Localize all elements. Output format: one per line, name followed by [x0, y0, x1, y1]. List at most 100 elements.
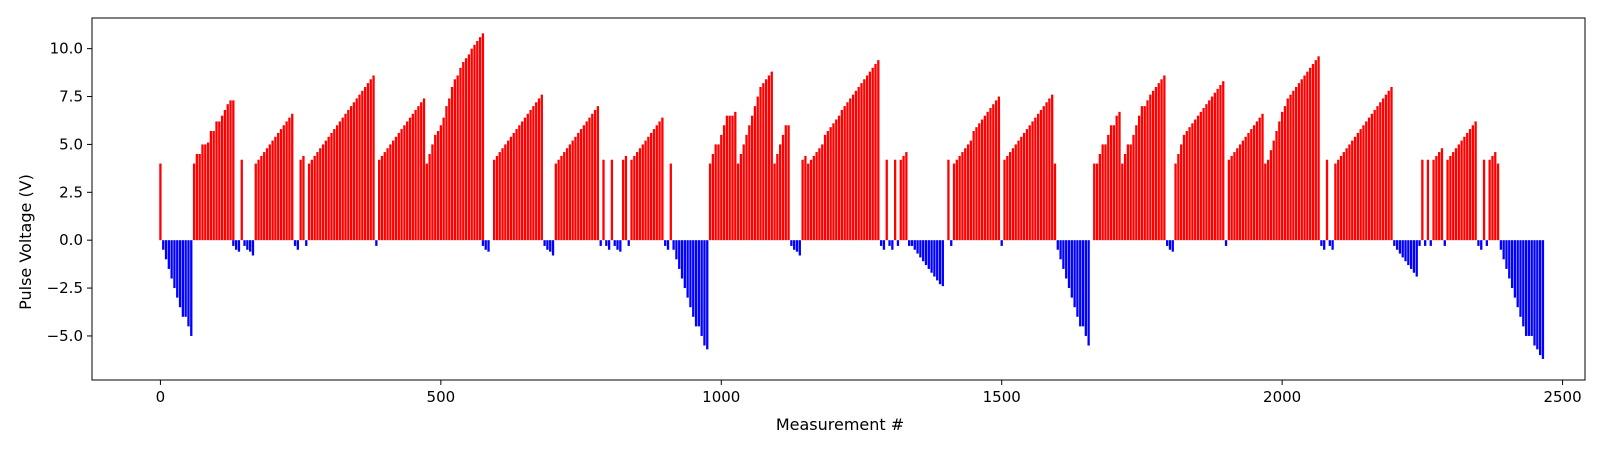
negative-pulse-bar [706, 240, 709, 350]
positive-pulse-bar [431, 144, 434, 241]
negative-pulse-bar [627, 240, 630, 246]
positive-pulse-bar [560, 155, 563, 241]
negative-pulse-bar [1538, 240, 1542, 356]
positive-pulse-bar [201, 144, 204, 241]
positive-pulse-bar [159, 163, 162, 241]
positive-pulse-bar [815, 152, 818, 241]
positive-pulse-bar [257, 159, 260, 241]
positive-pulse-bar [1126, 144, 1130, 241]
positive-pulse-bar [964, 148, 967, 241]
positive-pulse-bar [1053, 163, 1057, 241]
positive-pulse-bar [1194, 119, 1197, 241]
positive-pulse-bar [585, 121, 588, 241]
positive-pulse-bar [739, 153, 743, 241]
positive-pulse-bar [1272, 140, 1275, 241]
positive-pulse-bar [1191, 123, 1194, 241]
negative-pulse-bar [1079, 240, 1082, 327]
negative-pulse-bar [190, 240, 193, 336]
positive-pulse-bar [776, 153, 779, 241]
positive-pulse-bar [335, 125, 339, 241]
positive-pulse-bar [1011, 148, 1015, 241]
positive-pulse-bar [1421, 159, 1424, 241]
positive-pulse-bar [661, 117, 664, 241]
negative-pulse-bar [908, 240, 911, 246]
negative-pulse-bar [793, 240, 796, 250]
negative-pulse-bar [896, 240, 900, 246]
positive-pulse-bar [406, 121, 409, 241]
positive-pulse-bar [1491, 155, 1494, 241]
positive-pulse-bar [501, 148, 504, 241]
positive-pulse-bar [206, 142, 210, 241]
positive-pulse-bar [417, 106, 420, 241]
positive-pulse-bar [1390, 86, 1393, 241]
positive-pulse-bar [361, 90, 364, 241]
positive-pulse-bar [1482, 159, 1486, 241]
positive-pulse-bar [773, 163, 776, 241]
positive-pulse-bar [229, 100, 232, 241]
positive-pulse-bar [840, 109, 844, 241]
negative-pulse-bar [922, 240, 925, 262]
positive-pulse-bar [725, 115, 729, 241]
positive-pulse-bar [459, 67, 462, 241]
positive-pulse-bar [1233, 152, 1236, 241]
positive-pulse-bar [507, 140, 510, 241]
positive-pulse-bar [1334, 163, 1337, 241]
positive-pulse-bar [450, 86, 454, 241]
negative-pulse-bar [243, 240, 246, 246]
negative-pulse-bar [1395, 240, 1399, 250]
positive-pulse-bar [1356, 132, 1359, 241]
positive-pulse-bar [1300, 79, 1303, 241]
x-axis-label: Measurement # [776, 415, 904, 434]
positive-pulse-bar [1210, 96, 1214, 241]
positive-pulse-bar [1180, 144, 1183, 241]
positive-pulse-bar [1230, 155, 1233, 241]
x-tick-label: 500 [427, 388, 456, 406]
positive-pulse-bar [992, 104, 995, 241]
y-tick-label: 10.0 [50, 40, 83, 58]
negative-pulse-bar [184, 240, 187, 317]
positive-pulse-bar [801, 159, 804, 241]
positive-pulse-bar [254, 163, 257, 241]
positive-pulse-bar [1121, 163, 1124, 241]
negative-pulse-bar [683, 240, 686, 289]
negative-pulse-bar [1404, 240, 1407, 262]
positive-pulse-bar [1474, 121, 1477, 241]
positive-pulse-bar [644, 140, 647, 241]
positive-pulse-bar [1185, 131, 1188, 241]
positive-pulse-bar [563, 152, 566, 241]
positive-pulse-bar [1454, 148, 1458, 241]
positive-pulse-bar [753, 106, 757, 241]
positive-pulse-bar [765, 79, 768, 241]
positive-pulse-bar [835, 119, 838, 241]
negative-pulse-bar [619, 240, 622, 252]
positive-pulse-bar [1241, 140, 1245, 241]
negative-pulse-bar [1412, 240, 1416, 273]
positive-pulse-bar [512, 132, 515, 241]
negative-pulse-bar [1401, 240, 1404, 258]
positive-pulse-bar [526, 113, 529, 241]
y-tick-label: 7.5 [59, 88, 83, 106]
positive-pulse-bar [209, 131, 213, 241]
positive-pulse-bar [380, 155, 384, 241]
negative-pulse-bar [1076, 240, 1079, 317]
negative-pulse-bar [1073, 240, 1076, 308]
positive-pulse-bar [473, 44, 476, 241]
positive-pulse-bar [1115, 115, 1118, 241]
positive-pulse-bar [321, 144, 325, 241]
negative-pulse-bar [680, 240, 684, 279]
positive-pulse-bar [420, 102, 423, 241]
positive-pulse-bar [557, 159, 560, 241]
positive-pulse-bar [324, 140, 328, 241]
positive-pulse-bar [263, 152, 266, 241]
positive-pulse-bar [1286, 98, 1289, 241]
negative-pulse-bar [790, 240, 793, 246]
x-tick-label: 0 [156, 388, 166, 406]
negative-pulse-bar [924, 240, 928, 266]
positive-pulse-bar [260, 155, 263, 241]
positive-pulse-bar [1222, 81, 1225, 241]
positive-pulse-bar [714, 144, 717, 241]
negative-pulse-bar [941, 240, 944, 287]
negative-pulse-bar [1480, 240, 1483, 250]
positive-pulse-bar [779, 144, 782, 241]
positive-pulse-bar [453, 79, 457, 241]
